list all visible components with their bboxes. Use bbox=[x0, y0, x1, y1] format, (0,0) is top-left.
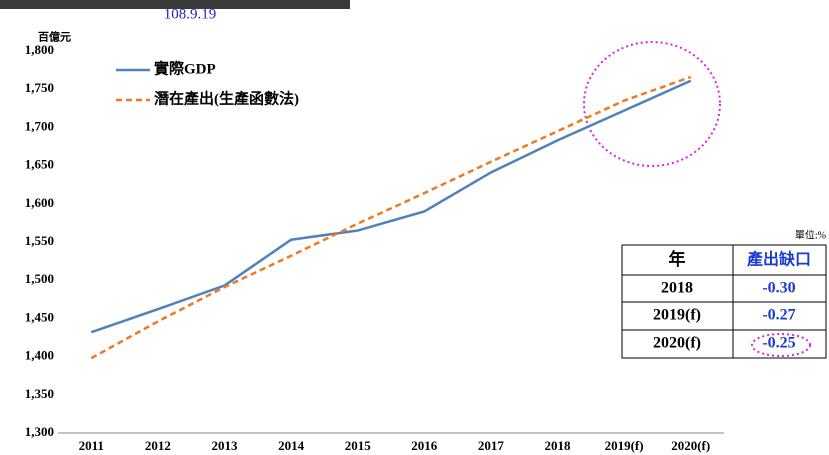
table-cell: 2019(f) bbox=[653, 307, 701, 324]
series-line bbox=[90, 75, 692, 360]
y-tick-label: 1,800 bbox=[25, 42, 54, 57]
x-tick-label: 2014 bbox=[278, 438, 305, 453]
table-cell: -0.25 bbox=[762, 335, 795, 352]
x-tick-label: 2018 bbox=[545, 438, 572, 453]
table-unit: 單位:% bbox=[795, 228, 826, 241]
gap-table: 單位:% 年 產出缺口 2018 -0.30 2019(f) -0.27 202… bbox=[621, 228, 827, 359]
table-cell: -0.27 bbox=[762, 307, 795, 324]
y-tick-label: 1,750 bbox=[25, 80, 54, 95]
y-tick-label: 1,300 bbox=[25, 424, 54, 439]
x-tick-label: 2011 bbox=[79, 438, 104, 453]
table-header: 年 bbox=[669, 249, 686, 269]
series-line bbox=[90, 79, 692, 334]
x-tick-label: 2015 bbox=[345, 438, 372, 453]
x-tick-label: 2013 bbox=[212, 438, 239, 453]
y-tick-label: 1,350 bbox=[25, 386, 54, 401]
table-cell: -0.30 bbox=[762, 280, 795, 297]
highlight-ellipse bbox=[583, 41, 721, 167]
legend-label: 潛在產出(生產函數法) bbox=[154, 89, 299, 107]
annotations bbox=[583, 41, 721, 167]
banner-image bbox=[0, 0, 350, 9]
y-tick-label: 1,500 bbox=[25, 271, 54, 286]
y-tick-label: 1,450 bbox=[25, 309, 54, 324]
y-tick-label: 1,400 bbox=[25, 348, 54, 363]
y-unit: 百億元 bbox=[38, 30, 71, 44]
x-tick-label: 2016 bbox=[411, 438, 438, 453]
table-cell: 2018 bbox=[661, 280, 693, 297]
x-tick-label: 2012 bbox=[145, 438, 171, 453]
date: 108.9.19 bbox=[164, 6, 217, 22]
y-tick-label: 1,600 bbox=[25, 195, 54, 210]
x-tick-label: 2019(f) bbox=[605, 438, 644, 453]
highlight-ellipse bbox=[751, 333, 811, 357]
y-tick-label: 1,700 bbox=[25, 118, 54, 133]
y-tick-label: 1,650 bbox=[25, 157, 54, 172]
legend-label: 實際GDP bbox=[154, 59, 216, 77]
y-tick-label: 1,550 bbox=[25, 233, 54, 248]
x-tick-label: 2017 bbox=[478, 438, 505, 453]
table-cell: 2020(f) bbox=[653, 335, 701, 352]
x-tick-label: 2020(f) bbox=[671, 438, 710, 453]
table-header: 產出缺口 bbox=[747, 250, 811, 269]
